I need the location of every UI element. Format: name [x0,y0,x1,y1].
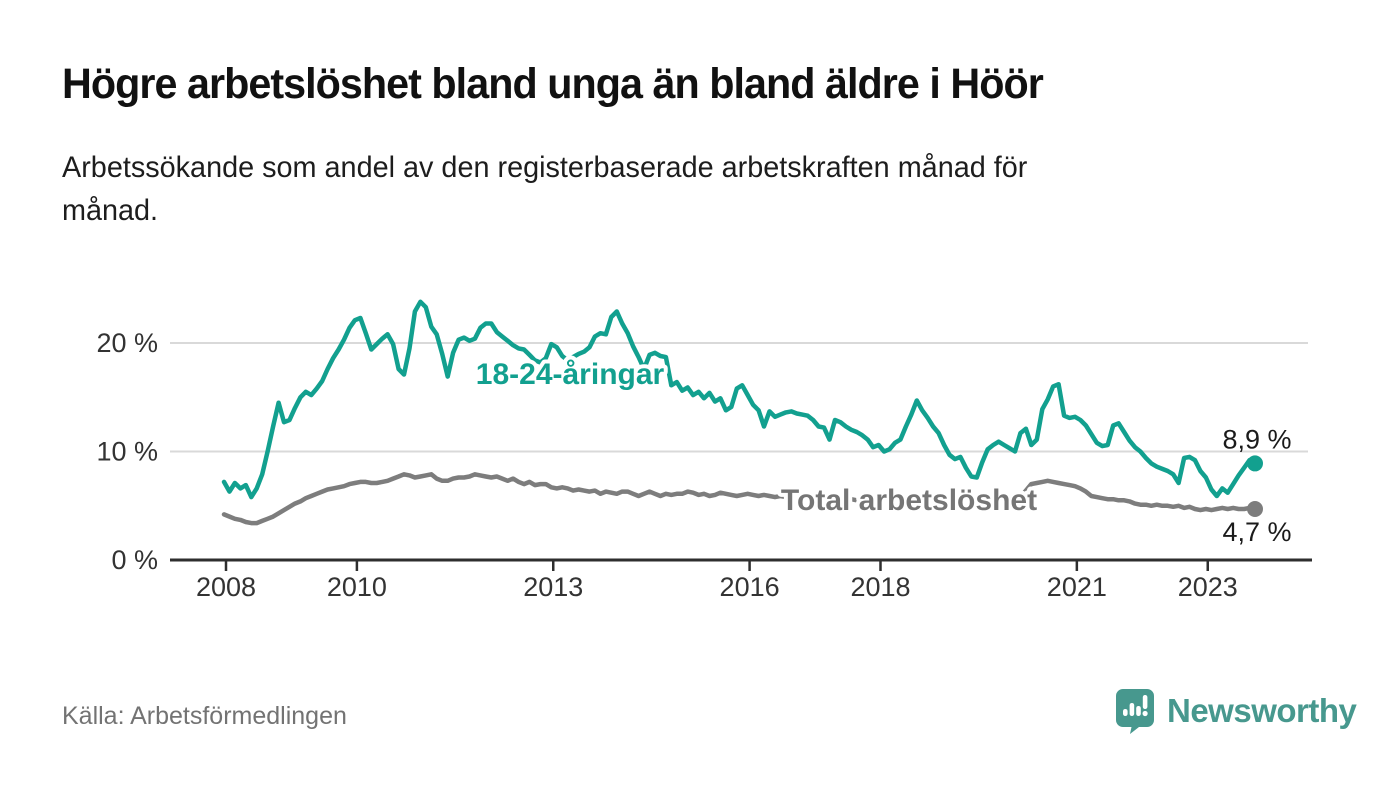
end-value-label-total: 4,7 % [1222,517,1291,547]
series-line-total [221,472,1258,526]
chart-subtitle: Arbetssökande som andel av den registerb… [62,146,1262,232]
x-tick-label-2018: 2018 [850,572,910,602]
series-label-youth: 18-24-åringar [476,358,665,391]
series-line-youth [221,299,1258,500]
x-tick-label-2008: 2008 [196,572,256,602]
logo-bubble-shape [1116,689,1154,734]
y-tick-label-10: 10 % [96,437,158,467]
x-tick-label-2016: 2016 [720,572,780,602]
y-tick-label-0: 0 % [111,545,158,575]
x-tick-label-2021: 2021 [1047,572,1107,602]
x-tick-label-2010: 2010 [327,572,387,602]
subtitle-line-2: månad. [62,194,159,227]
end-value-label-youth: 8,9 % [1222,424,1291,454]
logo-exclamation-bar [1142,695,1148,709]
unemployment-line-chart: 0 % 10 % 20 % 2008 2010 2013 2016 2018 2021 2023 8… [96,299,1312,602]
brand-lockup: Newsworthy [1115,688,1357,734]
source-note: Källa: Arbetsförmedlingen [62,702,347,730]
series-label-total: Total arbetslöshet [781,484,1037,517]
series-end-dot-youth [1246,455,1263,472]
subtitle-line-1: Arbetssökande som andel av den registerb… [62,151,1028,184]
logo-bar-3 [1136,706,1141,716]
y-tick-label-20: 20 % [96,328,158,358]
brand-wordmark: Newsworthy [1167,692,1357,729]
logo-bar-1 [1123,709,1128,716]
chart-title: Högre arbetslöshet bland unga än bland ä… [62,60,1044,108]
series-end-dot-total [1246,501,1263,518]
line-chart-area: 0 % 10 % 20 % 2008 2010 2013 2016 2018 2021 2023 8… [0,260,1400,620]
newsworthy-logo-icon [1116,689,1154,734]
logo-exclamation-dot [1142,710,1148,717]
x-tick-label-2023: 2023 [1178,572,1238,602]
logo-bar-2 [1129,703,1135,716]
x-tick-label-2013: 2013 [523,572,583,602]
